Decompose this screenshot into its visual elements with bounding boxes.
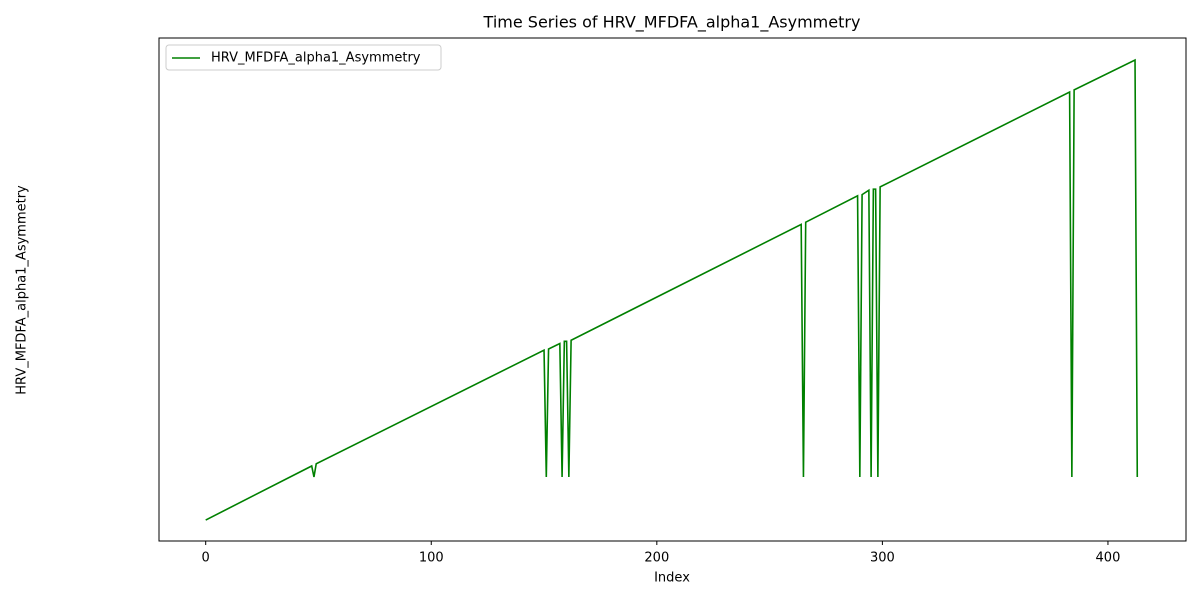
plot-frame xyxy=(158,37,1187,542)
data-line xyxy=(205,58,1139,521)
x-tick-label: 0 xyxy=(202,551,210,566)
x-tick-label: 300 xyxy=(870,551,895,566)
y-axis-label: HRV_MFDFA_alpha1_Asymmetry xyxy=(15,185,30,395)
chart-title: Time Series of HRV_MFDFA_alpha1_Asymmetr… xyxy=(483,13,861,33)
x-tick-label: 400 xyxy=(1096,551,1121,566)
x-tick-label: 200 xyxy=(644,551,669,566)
legend-label: HRV_MFDFA_alpha1_Asymmetry xyxy=(211,51,421,66)
legend-box xyxy=(165,44,442,71)
x-tick-label: 100 xyxy=(419,551,444,566)
x-axis-label: Index xyxy=(654,571,690,586)
